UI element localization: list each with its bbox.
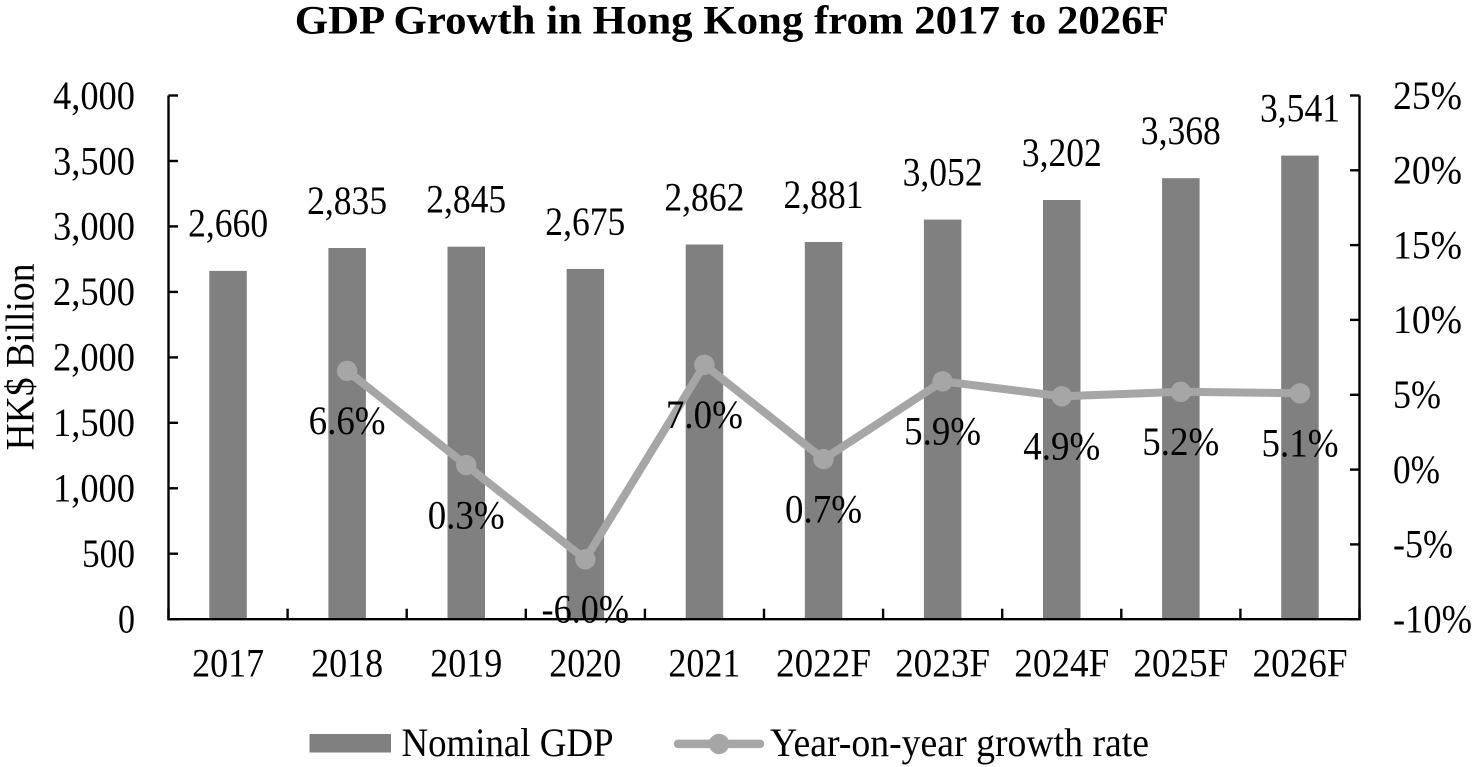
svg-text:2022F: 2022F: [776, 640, 871, 685]
svg-text:3,000: 3,000: [53, 204, 135, 249]
svg-text:2020: 2020: [549, 640, 621, 685]
svg-text:2019: 2019: [430, 640, 502, 685]
svg-text:5.9%: 5.9%: [904, 409, 981, 454]
svg-text:2,660: 2,660: [188, 201, 268, 246]
svg-text:2021: 2021: [668, 640, 740, 685]
svg-text:2024F: 2024F: [1014, 640, 1109, 685]
svg-text:2018: 2018: [311, 640, 383, 685]
svg-text:Year-on-year growth rate: Year-on-year growth rate: [770, 720, 1149, 765]
svg-text:-5%: -5%: [1393, 522, 1453, 567]
svg-text:2,675: 2,675: [545, 199, 625, 244]
svg-text:20%: 20%: [1393, 148, 1462, 193]
svg-text:5.1%: 5.1%: [1262, 421, 1339, 466]
svg-text:GDP Growth in Hong Kong from 2: GDP Growth in Hong Kong from 2017 to 202…: [295, 0, 1169, 43]
svg-text:0: 0: [118, 597, 135, 642]
svg-text:HK$ Billion: HK$ Billion: [0, 264, 42, 451]
svg-text:2026F: 2026F: [1253, 640, 1348, 685]
svg-text:3,202: 3,202: [1022, 130, 1102, 175]
svg-text:-10%: -10%: [1393, 597, 1472, 642]
svg-text:2023F: 2023F: [895, 640, 990, 685]
svg-text:2,862: 2,862: [664, 174, 744, 219]
svg-text:0%: 0%: [1393, 447, 1440, 492]
svg-text:2,881: 2,881: [784, 172, 864, 217]
svg-text:2,000: 2,000: [53, 335, 135, 380]
svg-text:2,845: 2,845: [426, 177, 506, 222]
svg-text:7.0%: 7.0%: [666, 392, 743, 437]
svg-text:5.2%: 5.2%: [1142, 419, 1219, 464]
svg-text:4,000: 4,000: [53, 73, 135, 118]
svg-text:6.6%: 6.6%: [309, 398, 386, 443]
svg-text:-6.0%: -6.0%: [542, 587, 630, 632]
svg-text:3,368: 3,368: [1141, 108, 1221, 153]
svg-text:25%: 25%: [1393, 73, 1462, 118]
svg-text:2025F: 2025F: [1133, 640, 1228, 685]
svg-text:Nominal GDP: Nominal GDP: [402, 720, 614, 765]
svg-text:2017: 2017: [192, 640, 264, 685]
svg-text:3,541: 3,541: [1260, 85, 1340, 130]
svg-text:1,000: 1,000: [53, 466, 135, 511]
svg-text:2,500: 2,500: [53, 269, 135, 314]
svg-text:2,835: 2,835: [307, 178, 387, 223]
svg-text:1,500: 1,500: [53, 400, 135, 445]
svg-text:3,500: 3,500: [53, 138, 135, 183]
svg-text:3,052: 3,052: [903, 149, 983, 194]
svg-text:10%: 10%: [1393, 297, 1462, 342]
svg-text:500: 500: [82, 531, 135, 576]
svg-text:0.3%: 0.3%: [428, 492, 505, 537]
svg-text:5%: 5%: [1393, 372, 1441, 417]
svg-text:0.7%: 0.7%: [785, 486, 862, 531]
svg-text:4.9%: 4.9%: [1023, 424, 1100, 469]
svg-text:15%: 15%: [1393, 222, 1462, 267]
